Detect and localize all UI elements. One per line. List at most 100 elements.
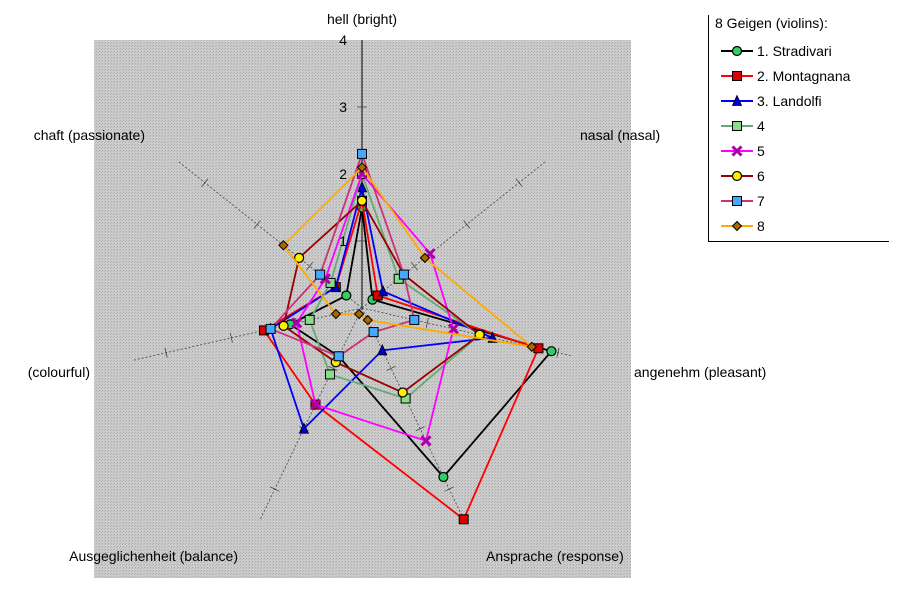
data-point	[294, 252, 305, 263]
axis-line	[361, 307, 465, 520]
data-point	[278, 240, 289, 251]
series-line	[282, 199, 482, 394]
data-point	[304, 314, 315, 325]
data-point	[353, 308, 365, 320]
axis-tick	[415, 426, 425, 432]
data-point	[409, 314, 420, 325]
axis-line	[133, 307, 363, 361]
axis-tick	[306, 262, 314, 271]
series-8	[278, 162, 538, 353]
data-point	[333, 351, 344, 362]
legend-label: 5	[757, 143, 765, 159]
data-point	[546, 346, 557, 357]
data-point	[397, 387, 408, 398]
legend-label: 2. Montagnana	[757, 68, 851, 84]
legend-marker	[732, 121, 742, 131]
axis-label: hell (bright)	[327, 11, 397, 27]
series-line	[308, 171, 482, 400]
data-point	[420, 435, 432, 447]
data-point	[330, 308, 342, 320]
legend-label: 6	[757, 168, 765, 184]
legend-label: 1. Stradivari	[757, 43, 832, 59]
legend: 8 Geigen (violins): 1. Stradivari 2. Mont…	[708, 15, 889, 242]
axis-label: (colourful)	[28, 364, 90, 380]
legend-entry: 8	[721, 218, 765, 234]
legend-entry: 5	[721, 143, 765, 159]
data-point	[325, 277, 336, 288]
axis-label: angenehm (pleasant)	[634, 364, 766, 380]
axis-tick	[515, 178, 523, 187]
legend-entry: 4	[721, 118, 765, 134]
legend-entry: 6	[721, 168, 765, 184]
axis-tick	[328, 365, 338, 371]
axis-line	[178, 161, 363, 309]
legend-entry: 1. Stradivari	[721, 43, 832, 59]
axis-line	[259, 307, 363, 520]
legend-label: 7	[757, 193, 765, 209]
data-point	[447, 323, 459, 335]
axis-tick	[201, 178, 209, 187]
data-point	[356, 195, 368, 206]
series-layer	[259, 148, 557, 525]
series-line	[282, 165, 535, 349]
data-point	[278, 320, 289, 331]
data-point	[368, 327, 379, 338]
data-point	[438, 471, 449, 483]
axis-tick	[463, 220, 471, 229]
axis-tick	[386, 365, 396, 371]
axis-tick	[270, 486, 280, 492]
axis-tick	[556, 347, 560, 358]
data-point	[265, 323, 276, 334]
legend-label: 8	[757, 218, 765, 234]
data-point	[377, 284, 389, 297]
data-point	[356, 162, 368, 173]
r-tick-label: 2	[339, 166, 347, 182]
legend-label: 3. Landolfi	[757, 93, 822, 109]
axis-tick	[425, 317, 429, 328]
legend-marker	[731, 94, 743, 106]
data-point	[357, 148, 367, 159]
axis-tick	[253, 220, 261, 229]
legend-title: 8 Geigen (violins):	[715, 15, 828, 31]
data-point	[398, 269, 409, 280]
legend-label: 4	[757, 118, 765, 134]
data-point	[325, 369, 335, 380]
legend-items: 1. Stradivari 2. Montagnana 3. Landolfi 4 5 6…	[721, 43, 851, 234]
axis-tick	[444, 486, 454, 492]
data-point	[526, 341, 538, 353]
axis-label: chaft (passionate)	[34, 127, 145, 143]
axes-layer	[133, 40, 572, 520]
data-point	[458, 514, 469, 525]
legend-entry: 3. Landolfi	[721, 93, 822, 109]
axis-label: nasal (nasal)	[580, 127, 660, 143]
legend-marker	[731, 145, 743, 157]
data-point	[341, 290, 352, 301]
data-point	[419, 252, 431, 264]
r-tick-label: 1	[339, 233, 347, 249]
legend-marker	[731, 220, 743, 232]
series-line	[288, 207, 553, 479]
legend-marker	[731, 45, 743, 57]
data-point	[291, 317, 303, 329]
r-tick-label: 4	[339, 32, 347, 48]
data-point	[298, 422, 310, 434]
axis-tick	[229, 332, 233, 343]
axis-label: Ansprache (response)	[486, 548, 624, 564]
legend-entry: 2. Montagnana	[721, 68, 851, 84]
data-point	[356, 180, 368, 193]
axis-label: Ausgeglichenheit (balance)	[69, 548, 238, 564]
r-tick-label: 3	[339, 99, 347, 115]
axis-tick	[410, 262, 418, 271]
axis-tick	[164, 347, 168, 358]
data-point	[309, 399, 322, 411]
labels-layer: hell (bright) nasal (nasal) angenehm (plea…	[28, 11, 767, 564]
data-point	[377, 343, 388, 356]
axis-line	[361, 161, 546, 309]
legend-marker	[732, 196, 742, 206]
data-point	[315, 269, 326, 280]
data-point	[362, 314, 374, 326]
legend-marker	[732, 71, 742, 81]
legend-entry: 7	[721, 193, 765, 209]
legend-marker	[731, 170, 743, 182]
